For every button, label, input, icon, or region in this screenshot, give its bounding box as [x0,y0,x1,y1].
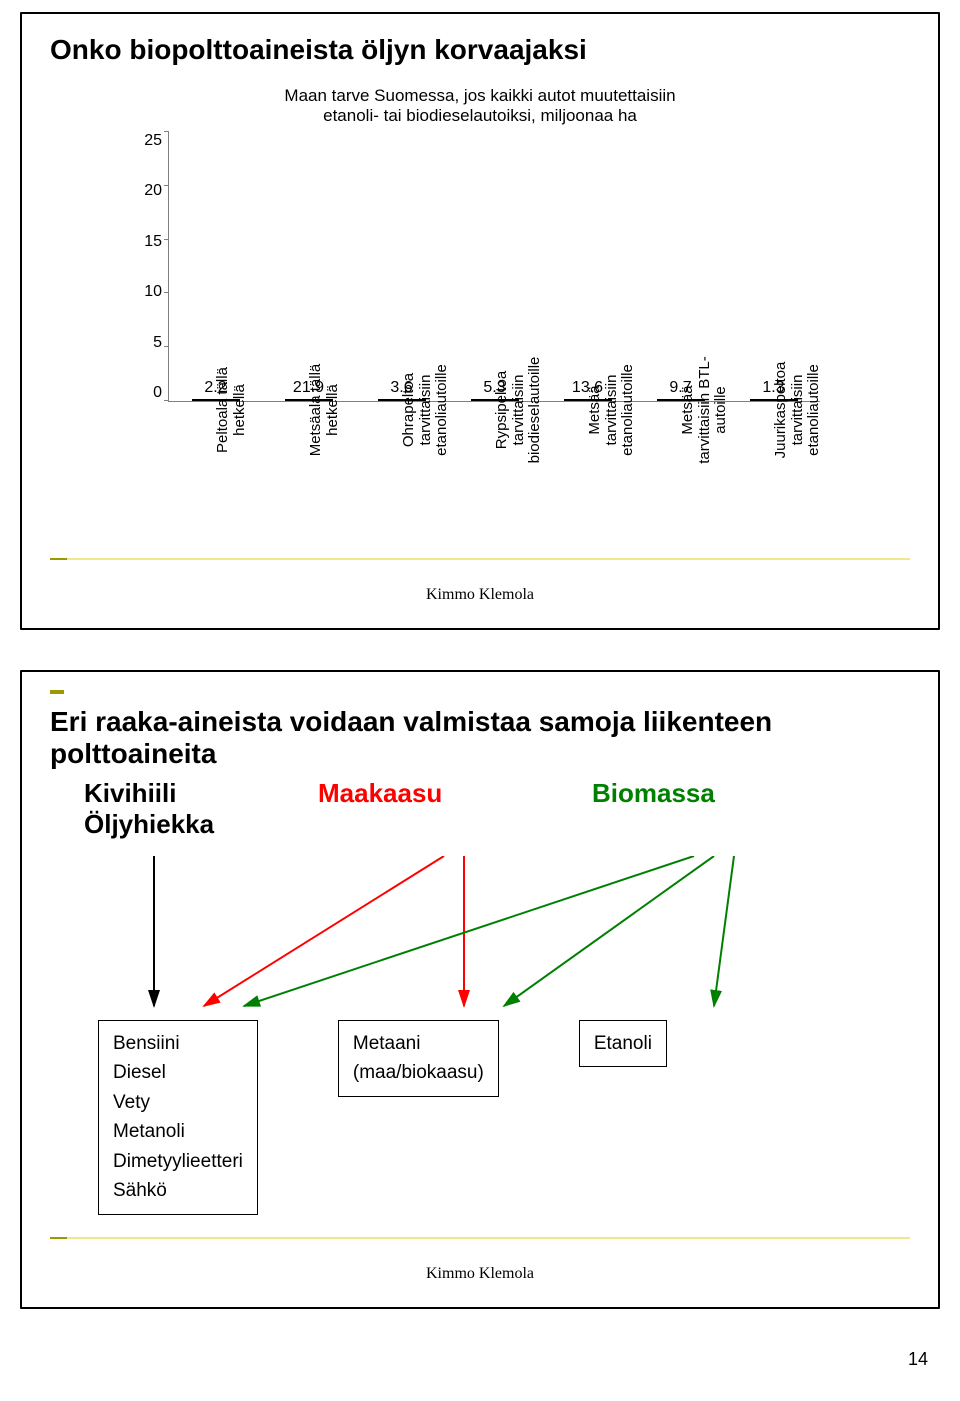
slide1-title: Onko biopolttoaineista öljyn korvaajaksi [50,34,910,66]
product-item: Sähkö [113,1176,243,1205]
arrow-bio-to-box3 [714,856,734,1006]
product-box-3: Etanoli [579,1020,667,1067]
product-item: Metaani [353,1029,484,1058]
x-category-label: Metsää tarvittaisiin BTL- autoille [634,402,727,552]
product-item: Bensiini [113,1029,243,1058]
y-tick [164,185,169,186]
source-label: Kivihiili Öljyhiekka [84,778,314,840]
accent-bar-dark [50,690,64,694]
x-category-label: Juurikaspeltoa tarvittaisiin etanoliauto… [727,402,820,552]
y-tick [164,239,169,240]
x-category-label: Peltoala tällä hetkellä [168,402,261,552]
products-row: BensiiniDieselVetyMetanoliDimetyylieette… [98,1020,910,1215]
footer-credit: Kimmo Klemola [50,1265,910,1283]
y-tick-label: 20 [140,182,162,200]
arrows-diagram [74,856,894,1016]
product-item: Vety [113,1088,243,1117]
title-accent-bars [50,690,910,694]
product-box-1: BensiiniDieselVetyMetanoliDimetyylieette… [98,1020,258,1215]
arrow-bio-to-box2 [504,856,714,1006]
product-item: Diesel [113,1058,243,1087]
product-box-2: Metaani(maa/biokaasu) [338,1020,499,1097]
y-tick-label: 15 [140,233,162,251]
separator-bar [50,558,910,560]
product-item: Dimetyylieetteri [113,1147,243,1176]
separator-bar [50,1237,910,1239]
arrow-bio-to-box1 [244,856,694,1006]
source-label: Maakaasu [318,778,588,809]
sources-row: Kivihiili ÖljyhiekkaMaakaasuBiomassa [84,778,910,840]
y-tick-label: 10 [140,283,162,301]
product-item: Etanoli [594,1029,652,1058]
x-category-label: Metsää tarvittaisiin etanoliautoille [541,402,634,552]
x-axis-labels: Peltoala tällä hetkelläMetsäala tällä he… [168,402,820,552]
slide-1: Onko biopolttoaineista öljyn korvaajaksi… [20,12,940,630]
y-tick-label: 25 [140,132,162,150]
y-tick [164,292,169,293]
page-number: 14 [20,1349,940,1370]
x-category-label: Metsäala tällä hetkellä [261,402,354,552]
chart-subtitle: Maan tarve Suomessa, jos kaikki autot mu… [140,86,820,126]
y-tick [164,400,169,401]
product-item: Metanoli [113,1117,243,1146]
y-axis: 0 5 10 15 20 25 [140,132,168,402]
y-tick-label: 0 [140,384,162,402]
arrow-gas-to-box1 [204,856,444,1006]
source-label: Biomassa [592,778,792,809]
slide-2: Eri raaka-aineista voidaan valmistaa sam… [20,670,940,1309]
page: Onko biopolttoaineista öljyn korvaajaksi… [0,0,960,1400]
footer-credit: Kimmo Klemola [50,586,910,604]
bar-chart: Maan tarve Suomessa, jos kaikki autot mu… [140,86,820,552]
slide2-title: Eri raaka-aineista voidaan valmistaa sam… [50,706,910,770]
product-item: (maa/biokaasu) [353,1058,484,1087]
x-category-label: Ohrapeltoa tarvittaisiin etanoliautoille [354,402,447,552]
y-tick-label: 5 [140,334,162,352]
y-tick [164,346,169,347]
x-category-label: Rypsipeltoa tarvittaisiin biodieselautoi… [447,402,540,552]
y-tick [164,131,169,132]
